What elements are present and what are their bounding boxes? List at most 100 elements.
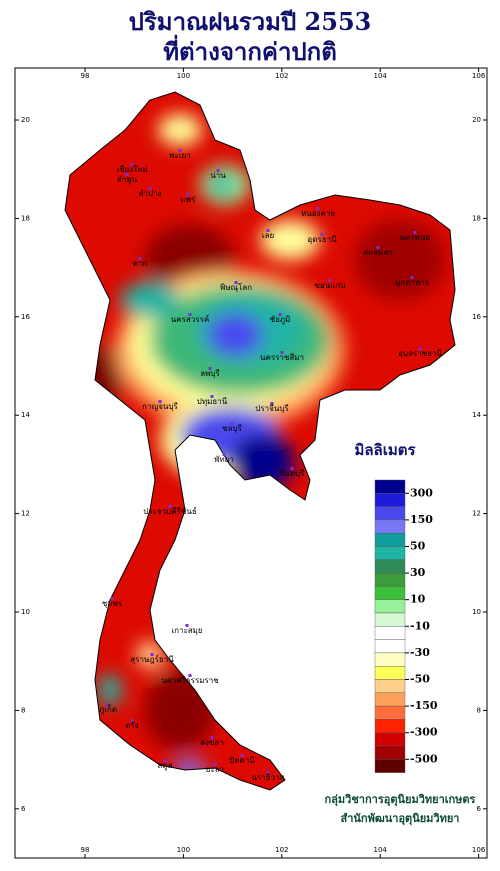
lat-label: 16 [21, 313, 30, 321]
lon-label: 104 [374, 846, 388, 854]
place-label: สุราษฎร์ธานี [130, 654, 174, 664]
legend-swatch [374, 705, 406, 720]
place-dot [138, 257, 142, 260]
place-dot [413, 231, 417, 234]
legend-swatch [374, 479, 406, 494]
legend-label: 10 [410, 593, 426, 606]
lon-label: 98 [81, 846, 90, 854]
lat-label: 10 [472, 608, 481, 616]
place-dot [106, 703, 110, 706]
legend-swatch [374, 759, 406, 773]
place-dot [320, 233, 324, 236]
place-label: หนองคาย [301, 209, 335, 218]
legend-swatch [374, 586, 406, 600]
place-label: ชุมพร [102, 599, 123, 608]
lat-label: 20 [21, 116, 30, 124]
lon-label: 106 [472, 72, 486, 80]
place-dot [210, 736, 214, 739]
lat-label: 16 [472, 313, 481, 321]
lon-label: 106 [472, 846, 486, 854]
lat-label: 12 [472, 510, 481, 518]
place-dot [188, 313, 192, 316]
place-dot [150, 653, 154, 656]
place-labels: เชียงใหม่ลำพูนลำปาง พะเยาน่านแพร่หนองคายอ… [99, 149, 442, 782]
legend-label: -300 [410, 726, 438, 739]
legend-label: -10 [410, 619, 430, 632]
place-dot [376, 246, 380, 249]
legend-swatch [374, 519, 406, 534]
place-dot [148, 187, 152, 190]
legend-swatch [374, 599, 406, 614]
place-label: ประจวบคีรีขันธ์ [143, 506, 197, 516]
legend-swatch [374, 572, 406, 587]
place-dot [130, 163, 134, 166]
place-label: ลพบุรี [200, 369, 220, 378]
lat-label: 10 [21, 608, 30, 616]
place-label: อุดรธานี [307, 235, 337, 244]
title: ปริมาณฝนรวมปี 2553 [129, 7, 372, 36]
place-dot [316, 207, 320, 210]
place-dot [328, 279, 332, 282]
place-label: พิษณุโลก [220, 282, 252, 292]
lon-label: 104 [374, 72, 388, 80]
place-dot [163, 759, 167, 762]
legend-label: -150 [410, 699, 438, 712]
place-dot [266, 771, 270, 774]
place-dot [186, 193, 190, 196]
place-label: ปัตตานี [229, 756, 255, 765]
place-label: นครพนม [399, 233, 430, 242]
place-dot [185, 624, 189, 627]
place-label: สงขลา [200, 738, 224, 747]
place-dot [278, 313, 282, 316]
legend-swatch [374, 745, 406, 760]
place-dot [178, 149, 182, 152]
place-dot [270, 402, 274, 405]
lon-label: 102 [275, 72, 288, 80]
legend-swatch [374, 639, 406, 654]
lon-label: 98 [81, 72, 90, 80]
place-dot [216, 169, 220, 172]
legend-swatch [374, 626, 406, 640]
place-dot [280, 351, 284, 354]
place-dot [234, 281, 238, 284]
place-dot [266, 229, 270, 232]
place-label: ชลบุรี [222, 424, 242, 433]
legend-label: 300 [410, 486, 433, 499]
lat-label: 18 [21, 214, 30, 222]
credit-line: กลุ่มวิชาการอุตุนิยมวิทยาเกษตร [325, 793, 476, 807]
legend-swatch [374, 652, 406, 667]
place-label: นครศรีธรรมราช [161, 676, 219, 685]
place-dot [230, 422, 234, 425]
legend-swatch [374, 546, 406, 561]
place-label: แพร่ [181, 195, 196, 204]
lat-label: 8 [477, 706, 481, 714]
place-label: นราธิวาส [251, 773, 284, 782]
place-label: เชียงใหม่ [116, 165, 147, 174]
place-label: กาญจนบุรี [142, 402, 178, 411]
legend-swatch [374, 679, 406, 694]
lat-label: 14 [21, 411, 30, 419]
place-label: ตรัง [125, 721, 138, 730]
place-label: สกลนคร [363, 248, 393, 257]
place-label: มุกดาหาร [395, 278, 430, 287]
lon-label: 102 [275, 846, 288, 854]
legend-swatch [374, 612, 406, 627]
place-label: สตูล [158, 761, 173, 771]
place-dot [125, 173, 129, 176]
place-label: ปทุมธานี [197, 397, 228, 406]
place-dot [418, 347, 422, 350]
place-label: พัทยา [214, 455, 234, 464]
place-label: ยะลา [206, 765, 224, 774]
place-dot [168, 505, 172, 508]
place-label: เกาะสมุย [171, 626, 202, 635]
place-dot [240, 754, 244, 757]
place-dot [208, 367, 212, 370]
place-label: ภูเก็ต [99, 704, 117, 715]
place-label: นครสวรรค์ [171, 314, 209, 324]
legend-label: 30 [410, 566, 426, 579]
legend-swatch [374, 732, 406, 747]
lon-label: 100 [177, 72, 190, 80]
lon-label: 100 [177, 846, 190, 854]
legend-label: -500 [410, 752, 438, 765]
